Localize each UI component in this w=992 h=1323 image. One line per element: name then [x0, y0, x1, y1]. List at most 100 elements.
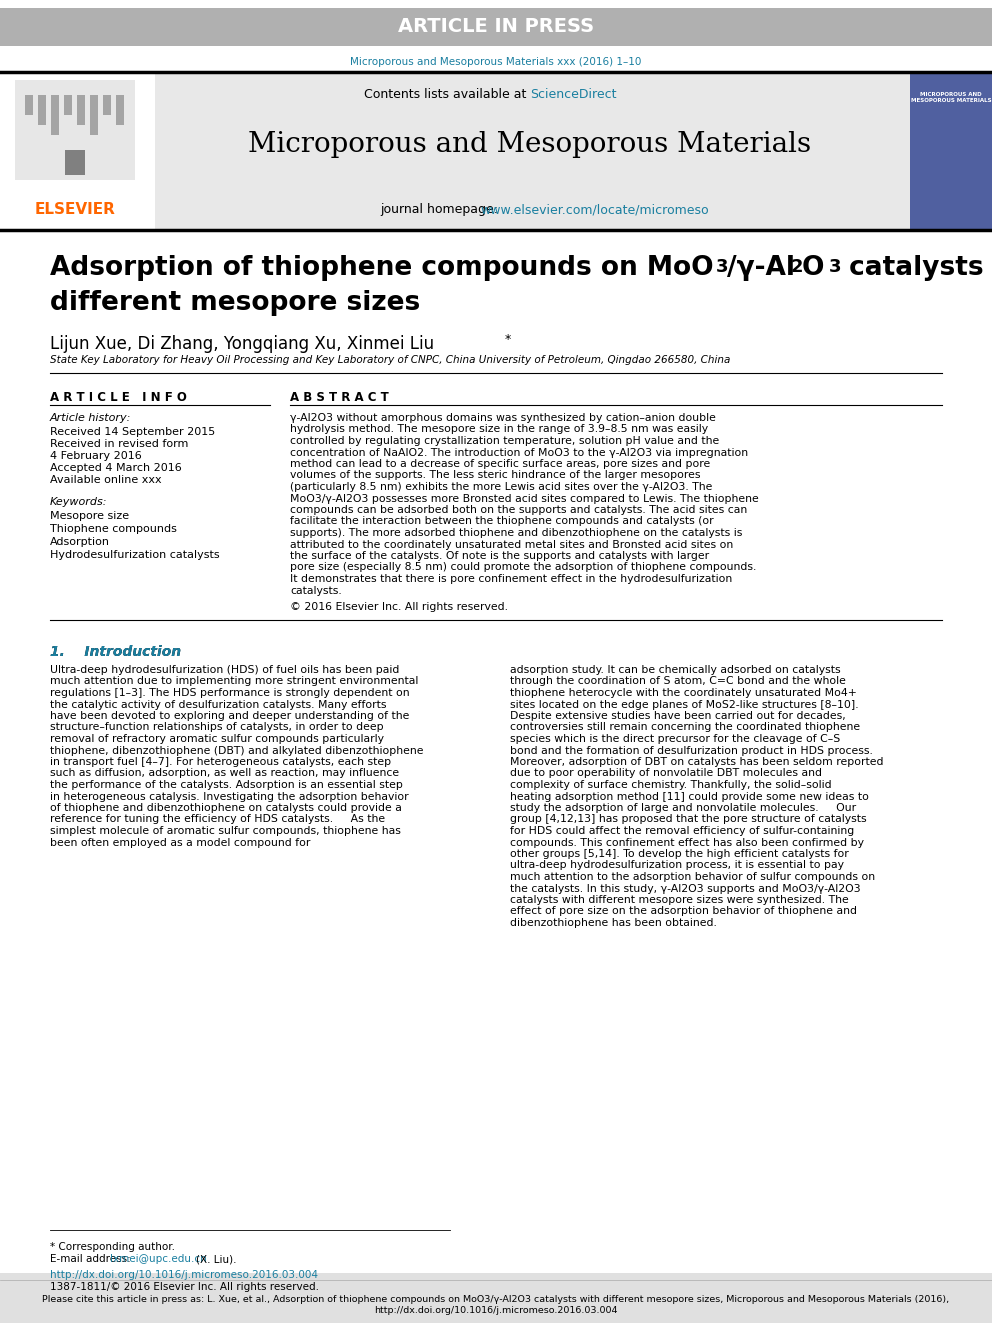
Text: Despite extensive studies have been carried out for decades,: Despite extensive studies have been carr… — [510, 710, 846, 721]
Text: reference for tuning the efficiency of HDS catalysts.     As the: reference for tuning the efficiency of H… — [50, 815, 385, 824]
Text: much attention due to implementing more stringent environmental: much attention due to implementing more … — [50, 676, 419, 687]
Text: in transport fuel [4–7]. For heterogeneous catalysts, each step: in transport fuel [4–7]. For heterogeneo… — [50, 757, 391, 767]
Text: ScienceDirect: ScienceDirect — [530, 87, 616, 101]
Text: Received 14 September 2015: Received 14 September 2015 — [50, 427, 215, 437]
Text: It demonstrates that there is pore confinement effect in the hydrodesulfurizatio: It demonstrates that there is pore confi… — [290, 574, 732, 583]
Bar — [103, 95, 111, 115]
Bar — [25, 95, 33, 115]
Text: due to poor operability of nonvolatile DBT molecules and: due to poor operability of nonvolatile D… — [510, 769, 822, 778]
Bar — [15, 79, 135, 180]
Text: the performance of the catalysts. Adsorption is an essential step: the performance of the catalysts. Adsorp… — [50, 781, 403, 790]
Text: complexity of surface chemistry. Thankfully, the solid–solid: complexity of surface chemistry. Thankfu… — [510, 781, 831, 790]
Text: ARTICLE IN PRESS: ARTICLE IN PRESS — [398, 17, 594, 37]
Text: Lijun Xue, Di Zhang, Yongqiang Xu, Xinmei Liu: Lijun Xue, Di Zhang, Yongqiang Xu, Xinme… — [50, 335, 434, 353]
Text: different mesopore sizes: different mesopore sizes — [50, 290, 421, 316]
Text: heating adsorption method [11] could provide some new ideas to: heating adsorption method [11] could pro… — [510, 791, 869, 802]
Bar — [77, 95, 85, 124]
Text: Article history:: Article history: — [50, 413, 131, 423]
Text: journal homepage:: journal homepage: — [380, 204, 502, 217]
Text: Adsorption of thiophene compounds on MoO: Adsorption of thiophene compounds on MoO — [50, 255, 713, 280]
Text: structure–function relationships of catalysts, in order to deep: structure–function relationships of cata… — [50, 722, 384, 733]
Text: MoO3/γ-Al2O3 possesses more Bronsted acid sites compared to Lewis. The thiophene: MoO3/γ-Al2O3 possesses more Bronsted aci… — [290, 493, 759, 504]
Text: 1.    Introduction: 1. Introduction — [50, 646, 182, 659]
Text: adsorption study. It can be chemically adsorbed on catalysts: adsorption study. It can be chemically a… — [510, 665, 840, 675]
Text: controversies still remain concerning the coordinated thiophene: controversies still remain concerning th… — [510, 722, 860, 733]
Text: compounds can be adsorbed both on the supports and catalysts. The acid sites can: compounds can be adsorbed both on the su… — [290, 505, 747, 515]
Text: Ultra-deep hydrodesulfurization (HDS) of fuel oils has been paid: Ultra-deep hydrodesulfurization (HDS) of… — [50, 665, 400, 675]
Text: study the adsorption of large and nonvolatile molecules.     Our: study the adsorption of large and nonvol… — [510, 803, 856, 814]
Text: 1387-1811/© 2016 Elsevier Inc. All rights reserved.: 1387-1811/© 2016 Elsevier Inc. All right… — [50, 1282, 319, 1293]
Text: Contents lists available at: Contents lists available at — [364, 87, 530, 101]
Text: facilitate the interaction between the thiophene compounds and catalysts (or: facilitate the interaction between the t… — [290, 516, 713, 527]
Text: catalysts.: catalysts. — [290, 586, 342, 595]
Text: thiophene heterocycle with the coordinately unsaturated Mo4+: thiophene heterocycle with the coordinat… — [510, 688, 857, 699]
Text: simplest molecule of aromatic sulfur compounds, thiophene has: simplest molecule of aromatic sulfur com… — [50, 826, 401, 836]
Text: (X. Liu).: (X. Liu). — [196, 1254, 236, 1263]
Bar — [64, 95, 72, 115]
Bar — [51, 95, 59, 135]
Text: lxmei@upc.edu.cn: lxmei@upc.edu.cn — [110, 1254, 206, 1263]
Text: the catalysts. In this study, γ-Al2O3 supports and MoO3/γ-Al2O3: the catalysts. In this study, γ-Al2O3 su… — [510, 884, 861, 893]
Text: A R T I C L E   I N F O: A R T I C L E I N F O — [50, 392, 186, 404]
Text: (particularly 8.5 nm) exhibits the more Lewis acid sites over the γ-Al2O3. The: (particularly 8.5 nm) exhibits the more … — [290, 482, 712, 492]
Text: Microporous and Mesoporous Materials: Microporous and Mesoporous Materials — [248, 131, 811, 157]
Text: in heterogeneous catalysis. Investigating the adsorption behavior: in heterogeneous catalysis. Investigatin… — [50, 791, 409, 802]
Text: thiophene, dibenzothiophene (DBT) and alkylated dibenzothiophene: thiophene, dibenzothiophene (DBT) and al… — [50, 745, 424, 755]
Text: sites located on the edge planes of MoS2-like structures [8–10].: sites located on the edge planes of MoS2… — [510, 700, 859, 709]
Text: 1.    Introduction: 1. Introduction — [50, 646, 182, 659]
Text: been often employed as a model compound for: been often employed as a model compound … — [50, 837, 310, 848]
Text: State Key Laboratory for Heavy Oil Processing and Key Laboratory of CNPC, China : State Key Laboratory for Heavy Oil Proce… — [50, 355, 730, 365]
Text: compounds. This confinement effect has also been confirmed by: compounds. This confinement effect has a… — [510, 837, 864, 848]
Text: Mesopore size: Mesopore size — [50, 511, 129, 521]
Text: γ-Al2O3 without amorphous domains was synthesized by cation–anion double: γ-Al2O3 without amorphous domains was sy… — [290, 413, 716, 423]
Text: Moreover, adsorption of DBT on catalysts has been seldom reported: Moreover, adsorption of DBT on catalysts… — [510, 757, 884, 767]
Bar — [65, 149, 85, 175]
Bar — [0, 71, 992, 230]
Text: controlled by regulating crystallization temperature, solution pH value and the: controlled by regulating crystallization… — [290, 437, 719, 446]
Bar — [0, 8, 992, 46]
Text: bond and the formation of desulfurization product in HDS process.: bond and the formation of desulfurizatio… — [510, 745, 873, 755]
Text: effect of pore size on the adsorption behavior of thiophene and: effect of pore size on the adsorption be… — [510, 906, 857, 917]
Text: Hydrodesulfurization catalysts: Hydrodesulfurization catalysts — [50, 550, 219, 560]
Text: group [4,12,13] has proposed that the pore structure of catalysts: group [4,12,13] has proposed that the po… — [510, 815, 867, 824]
Text: supports). The more adsorbed thiophene and dibenzothiophene on the catalysts is: supports). The more adsorbed thiophene a… — [290, 528, 742, 538]
Text: Keywords:: Keywords: — [50, 497, 107, 507]
Text: * Corresponding author.: * Corresponding author. — [50, 1242, 175, 1252]
Text: Thiophene compounds: Thiophene compounds — [50, 524, 177, 534]
Bar — [116, 95, 124, 124]
Text: catalysts with: catalysts with — [840, 255, 992, 280]
Text: species which is the direct precursor for the cleavage of C–S: species which is the direct precursor fo… — [510, 734, 840, 744]
Text: Available online xxx: Available online xxx — [50, 475, 162, 486]
Text: regulations [1–3]. The HDS performance is strongly dependent on: regulations [1–3]. The HDS performance i… — [50, 688, 410, 699]
Text: /γ-Al: /γ-Al — [727, 255, 795, 280]
Text: of thiophene and dibenzothiophene on catalysts could provide a: of thiophene and dibenzothiophene on cat… — [50, 803, 402, 814]
Text: www.elsevier.com/locate/micromeso: www.elsevier.com/locate/micromeso — [480, 204, 708, 217]
Bar — [910, 71, 992, 230]
Bar — [0, 1273, 992, 1323]
Text: http://dx.doi.org/10.1016/j.micromeso.2016.03.004: http://dx.doi.org/10.1016/j.micromeso.20… — [50, 1270, 318, 1279]
Text: dibenzothiophene has been obtained.: dibenzothiophene has been obtained. — [510, 918, 717, 927]
Text: for HDS could affect the removal efficiency of sulfur-containing: for HDS could affect the removal efficie… — [510, 826, 854, 836]
Text: *: * — [505, 333, 511, 347]
Text: concentration of NaAlO2. The introduction of MoO3 to the γ-Al2O3 via impregnatio: concentration of NaAlO2. The introductio… — [290, 447, 748, 458]
Text: ELSEVIER: ELSEVIER — [35, 202, 115, 217]
Text: Accepted 4 March 2016: Accepted 4 March 2016 — [50, 463, 182, 474]
Text: volumes of the supports. The less steric hindrance of the larger mesopores: volumes of the supports. The less steric… — [290, 471, 700, 480]
Bar — [38, 95, 46, 124]
Text: Adsorption: Adsorption — [50, 537, 110, 546]
Bar — [90, 95, 98, 135]
Text: MICROPOROUS AND
MESOPOROUS MATERIALS: MICROPOROUS AND MESOPOROUS MATERIALS — [911, 93, 991, 103]
Text: the surface of the catalysts. Of note is the supports and catalysts with larger: the surface of the catalysts. Of note is… — [290, 550, 709, 561]
Text: have been devoted to exploring and deeper understanding of the: have been devoted to exploring and deepe… — [50, 710, 410, 721]
Bar — [0, 71, 155, 230]
Text: pore size (especially 8.5 nm) could promote the adsorption of thiophene compound: pore size (especially 8.5 nm) could prom… — [290, 562, 756, 573]
Text: A B S T R A C T: A B S T R A C T — [290, 392, 389, 404]
Text: such as diffusion, adsorption, as well as reaction, may influence: such as diffusion, adsorption, as well a… — [50, 769, 399, 778]
Text: © 2016 Elsevier Inc. All rights reserved.: © 2016 Elsevier Inc. All rights reserved… — [290, 602, 508, 613]
Text: the catalytic activity of desulfurization catalysts. Many efforts: the catalytic activity of desulfurizatio… — [50, 700, 387, 709]
Text: removal of refractory aromatic sulfur compounds particularly: removal of refractory aromatic sulfur co… — [50, 734, 384, 744]
Text: much attention to the adsorption behavior of sulfur compounds on: much attention to the adsorption behavio… — [510, 872, 875, 882]
Text: 4 February 2016: 4 February 2016 — [50, 451, 142, 460]
Text: 3: 3 — [716, 258, 728, 277]
Text: Microporous and Mesoporous Materials xxx (2016) 1–10: Microporous and Mesoporous Materials xxx… — [350, 57, 642, 67]
